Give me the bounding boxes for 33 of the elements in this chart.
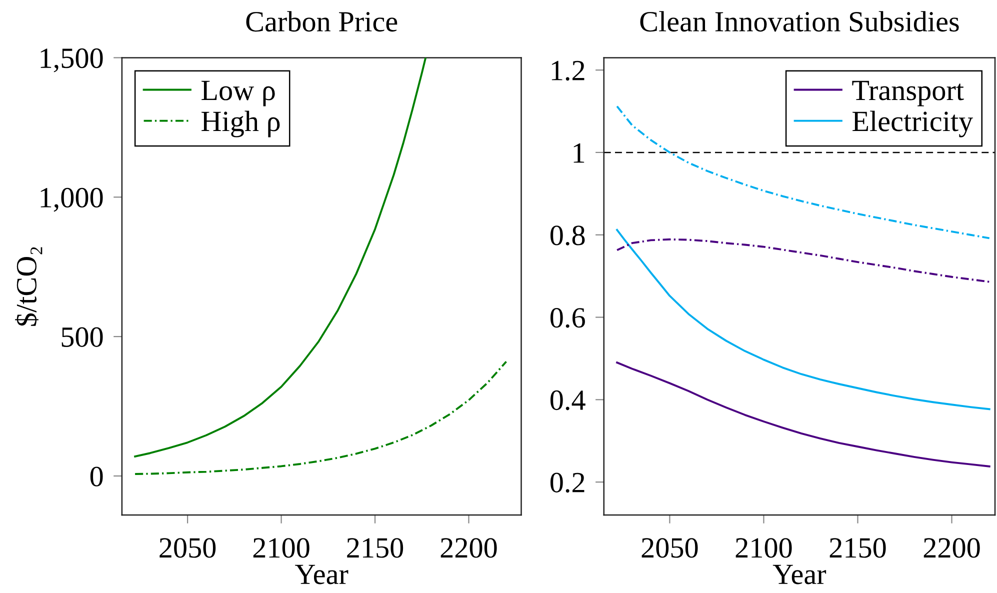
y-tick-label: 0.4	[550, 390, 586, 410]
legend-label: Transport	[852, 80, 964, 106]
y-tick-label: 0	[90, 466, 103, 486]
x-tick-label: 2050	[642, 538, 698, 558]
chart-title: Carbon Price	[246, 11, 398, 32]
x-axis-title: Year	[772, 564, 826, 584]
x-tick-label: 2150	[347, 538, 404, 558]
y-tick-label: 500	[62, 327, 103, 347]
x-tick-label: 2200	[924, 538, 980, 558]
x-tick-label: 2100	[253, 538, 310, 558]
line-series	[616, 105, 990, 240]
x-tick-label: 2200	[440, 538, 497, 558]
legend-label: Electricity	[852, 110, 974, 138]
x-axis-title: Year	[295, 564, 348, 584]
legend-label: High ρ	[202, 110, 280, 138]
line-series	[616, 238, 990, 283]
y-tick-label: 1	[574, 143, 584, 163]
y-axis-title: $/tCO₂	[15, 247, 42, 326]
x-tick-label: 2100	[736, 538, 792, 558]
y-tick-label: 0.6	[550, 308, 585, 328]
y-tick-label: 0.2	[550, 472, 584, 493]
x-tick-label: 2050	[160, 538, 216, 558]
line-series	[134, 360, 508, 476]
line-series	[616, 362, 990, 468]
y-tick-label: 0.8	[550, 226, 585, 246]
y-tick-label: 1.2	[552, 60, 584, 81]
legend-label: Low ρ	[202, 80, 275, 106]
line-series	[616, 228, 990, 410]
y-tick-label: 1,000	[40, 188, 103, 212]
chart-title: Clean Innovation Subsidies	[640, 11, 959, 32]
line-series	[134, 58, 427, 458]
y-tick-label: 1,500	[40, 48, 103, 72]
x-tick-label: 2150	[830, 538, 886, 558]
